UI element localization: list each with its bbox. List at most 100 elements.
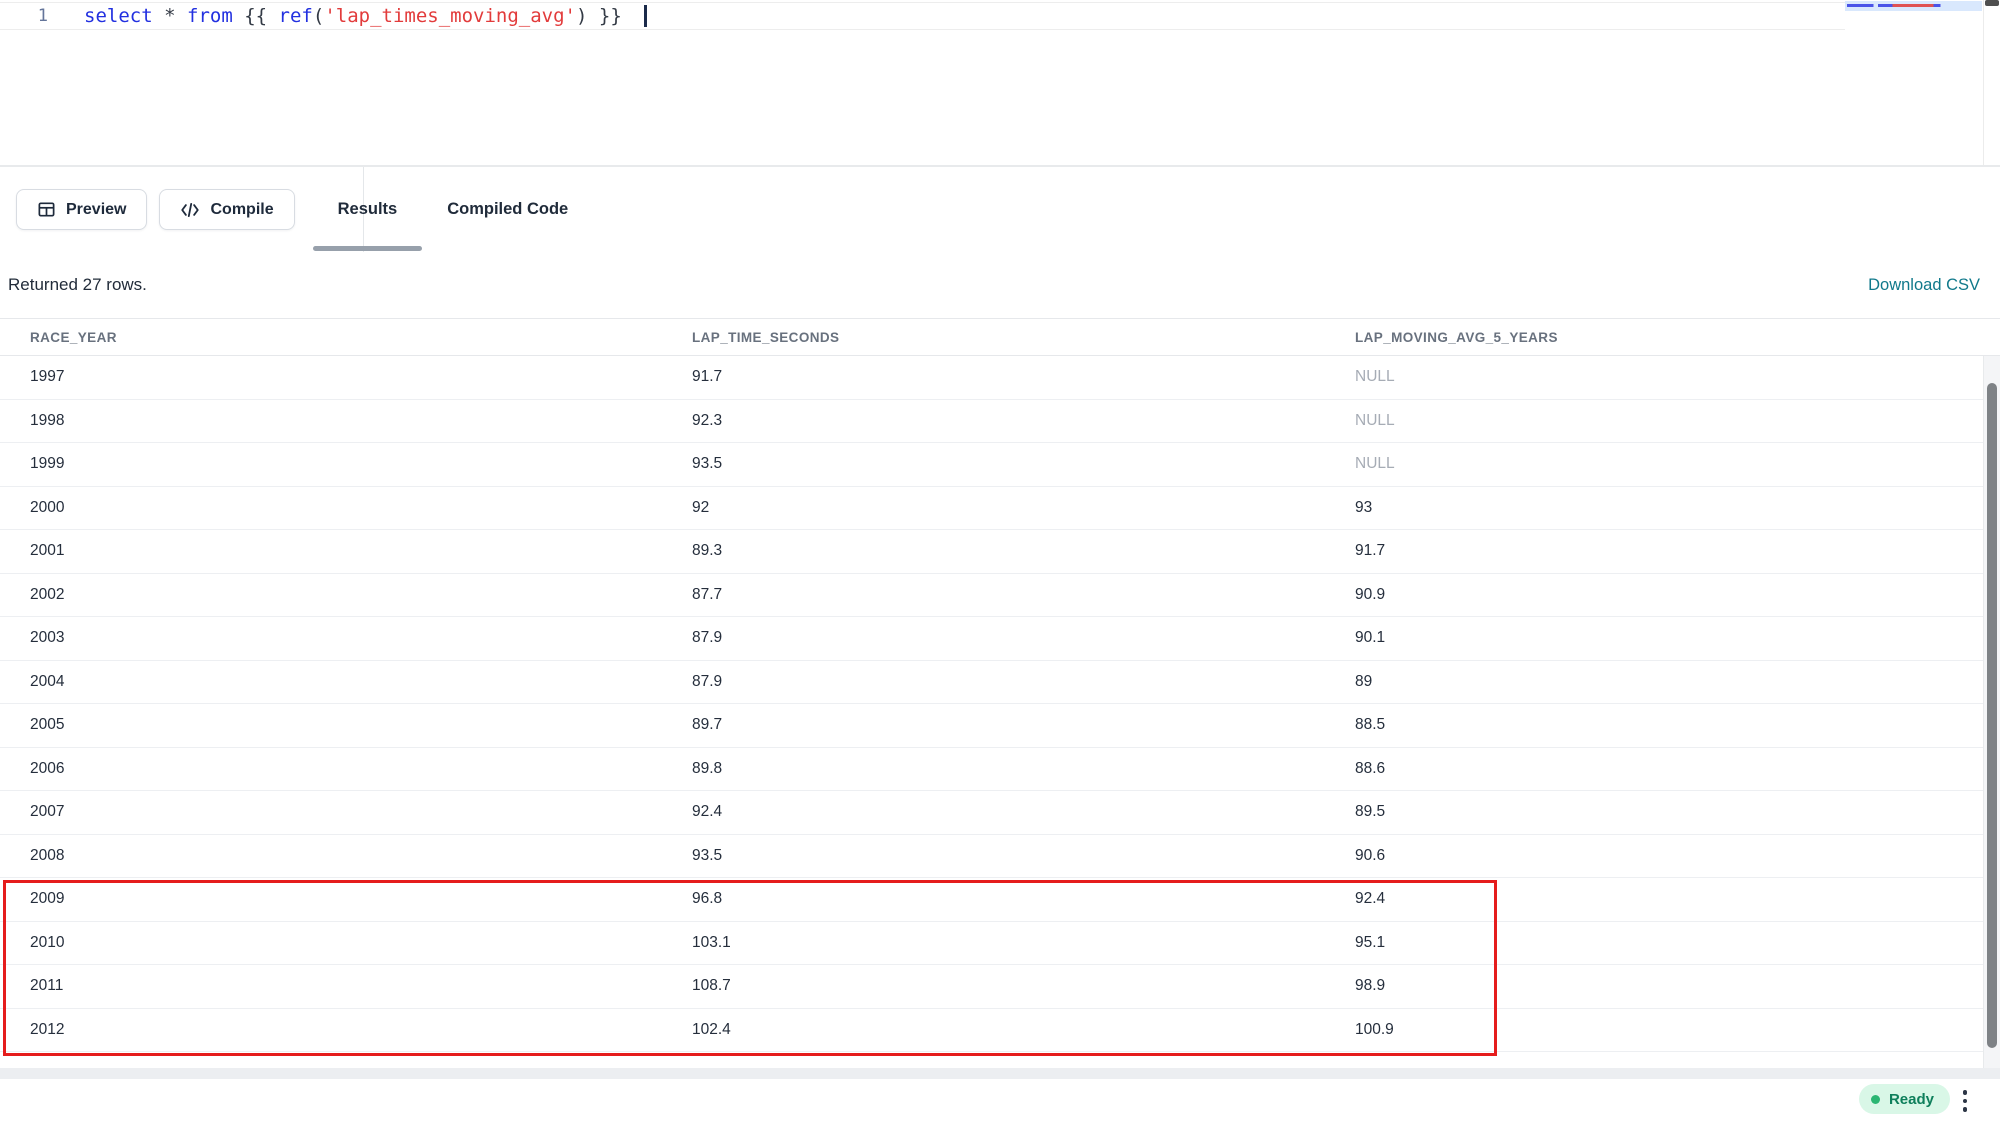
column-header-lap-time-seconds: LAP_TIME_SECONDS	[692, 329, 840, 345]
table-row: 2009 96.8 92.4	[0, 878, 1983, 922]
table-cell: 2003	[30, 629, 65, 647]
tab-results[interactable]: Results	[312, 167, 423, 252]
table-header-row: RACE_YEAR LAP_TIME_SECONDS LAP_MOVING_AV…	[0, 318, 2000, 356]
table-cell: 2007	[30, 803, 65, 821]
tab-compiled-code[interactable]: Compiled Code	[422, 167, 593, 252]
table-scrollbar[interactable]	[1983, 356, 2000, 1068]
table-cell: 1997	[30, 368, 65, 386]
table-cell: 87.9	[692, 672, 723, 690]
table-cell: 95.1	[1355, 933, 1386, 951]
table-row: 2003 87.9 90.1	[0, 617, 1983, 661]
table-row: 2007 92.4 89.5	[0, 791, 1983, 835]
active-tab-underline	[312, 246, 423, 251]
table-scrollbar-thumb[interactable]	[1987, 383, 1997, 1048]
table-cell: 92	[692, 498, 710, 516]
sql-editor[interactable]: 1 select * from {{ ref('lap_times_moving…	[0, 0, 2000, 167]
preview-button[interactable]: Preview	[16, 189, 148, 230]
status-badge-label: Ready	[1888, 1090, 1934, 1108]
table-cell: 2004	[30, 672, 65, 690]
table-row: 2011 108.7 98.9	[0, 965, 1983, 1009]
table-cell: 89.8	[692, 759, 723, 777]
text-cursor	[643, 5, 647, 28]
table-row: 2008 93.5 90.6	[0, 835, 1983, 878]
table-row: 2012 102.4 100.9	[0, 1009, 1983, 1052]
table-body: 1997 91.7 NULL 1998 92.3 NULL 1999 93.5 NULL 2000…	[0, 356, 1983, 1068]
column-header-race-year: RACE_YEAR	[30, 329, 117, 345]
table-row: 2001 89.3 91.7	[0, 530, 1983, 574]
row-count-summary: Returned 27 rows.	[8, 275, 147, 294]
table-cell: 89.3	[692, 542, 723, 560]
bottom-divider-band	[0, 1068, 2000, 1079]
table-cell: 87.9	[692, 629, 723, 647]
table-cell: 2002	[30, 585, 65, 603]
tab-results-label: Results	[337, 200, 398, 218]
table-cell: NULL	[1355, 411, 1395, 429]
table-cell: 92.4	[1355, 890, 1386, 908]
table-cell: 87.7	[692, 585, 723, 603]
download-csv-link[interactable]: Download CSV	[1868, 275, 1980, 294]
table-cell: 1998	[30, 411, 65, 429]
table-cell: 2008	[30, 846, 65, 864]
table-row: 1998 92.3 NULL	[0, 400, 1983, 443]
table-cell: 102.4	[692, 1020, 731, 1038]
preview-button-label: Preview	[66, 200, 127, 218]
editor-scrollbar[interactable]	[1983, 0, 2000, 165]
table-cell: 90.6	[1355, 846, 1386, 864]
results-table: RACE_YEAR LAP_TIME_SECONDS LAP_MOVING_AV…	[0, 318, 2000, 1068]
table-row: 1997 91.7 NULL	[0, 356, 1983, 400]
table-cell: 91.7	[1355, 542, 1386, 560]
table-cell: 2010	[30, 933, 65, 951]
table-row: 2000 92 93	[0, 487, 1983, 530]
sql-code-text[interactable]: select * from {{ ref('lap_times_moving_a…	[84, 5, 647, 28]
table-cell: 89	[1355, 672, 1373, 690]
table-row: 2006 89.8 88.6	[0, 748, 1983, 791]
results-tabs: Results Compiled Code	[312, 167, 594, 252]
column-header-lap-moving-avg: LAP_MOVING_AVG_5_YEARS	[1355, 329, 1558, 345]
green-dot-icon	[1870, 1094, 1880, 1104]
table-row: 2005 89.7 88.5	[0, 704, 1983, 748]
table-grid-icon	[37, 200, 56, 219]
table-cell: 2000	[30, 498, 65, 516]
table-cell: 2005	[30, 716, 65, 734]
editor-current-line[interactable]: 1 select * from {{ ref('lap_times_moving…	[0, 2, 1845, 30]
code-brackets-icon	[180, 201, 200, 219]
table-cell: 103.1	[692, 933, 731, 951]
table-row: 1999 93.5 NULL	[0, 443, 1983, 487]
kebab-menu-icon[interactable]	[1956, 1086, 1974, 1116]
table-row: 2004 87.9 89	[0, 661, 1983, 704]
results-info-row: Returned 27 rows. Download CSV	[0, 252, 2000, 318]
table-cell: 2011	[30, 977, 64, 995]
table-cell: NULL	[1355, 368, 1395, 386]
table-cell: 2001	[30, 542, 65, 560]
minimap-code-line	[1847, 4, 1967, 7]
table-cell: 98.9	[1355, 977, 1386, 995]
table-row: 2002 87.7 90.9	[0, 574, 1983, 617]
table-cell: 93	[1355, 498, 1373, 516]
table-cell: 96.8	[692, 890, 723, 908]
editor-scrollbar-thumb[interactable]	[1985, 0, 1999, 6]
table-cell: 90.9	[1355, 585, 1386, 603]
status-badge: Ready	[1858, 1084, 1950, 1114]
table-cell: 1999	[30, 455, 65, 473]
status-bar: Ready	[0, 1079, 2000, 1122]
table-row: 2010 103.1 95.1	[0, 922, 1983, 965]
table-cell: 2009	[30, 890, 65, 908]
tab-compiled-code-label: Compiled Code	[447, 200, 569, 218]
table-cell: NULL	[1355, 455, 1395, 473]
table-cell: 88.6	[1355, 759, 1386, 777]
table-cell: 90.1	[1355, 629, 1386, 647]
toolbar-divider	[363, 167, 364, 252]
table-cell: 92.4	[692, 803, 723, 821]
compile-button[interactable]: Compile	[159, 189, 295, 230]
table-cell: 89.5	[1355, 803, 1386, 821]
results-toolbar: Preview Compile Results Compiled Code	[0, 167, 2000, 252]
table-cell: 2006	[30, 759, 65, 777]
table-cell: 93.5	[692, 846, 723, 864]
table-cell: 88.5	[1355, 716, 1386, 734]
table-cell: 93.5	[692, 455, 723, 473]
table-cell: 89.7	[692, 716, 723, 734]
line-number: 1	[37, 6, 48, 26]
editor-minimap[interactable]	[1845, 0, 1982, 167]
table-cell: 2012	[30, 1020, 65, 1038]
compile-button-label: Compile	[210, 200, 274, 218]
